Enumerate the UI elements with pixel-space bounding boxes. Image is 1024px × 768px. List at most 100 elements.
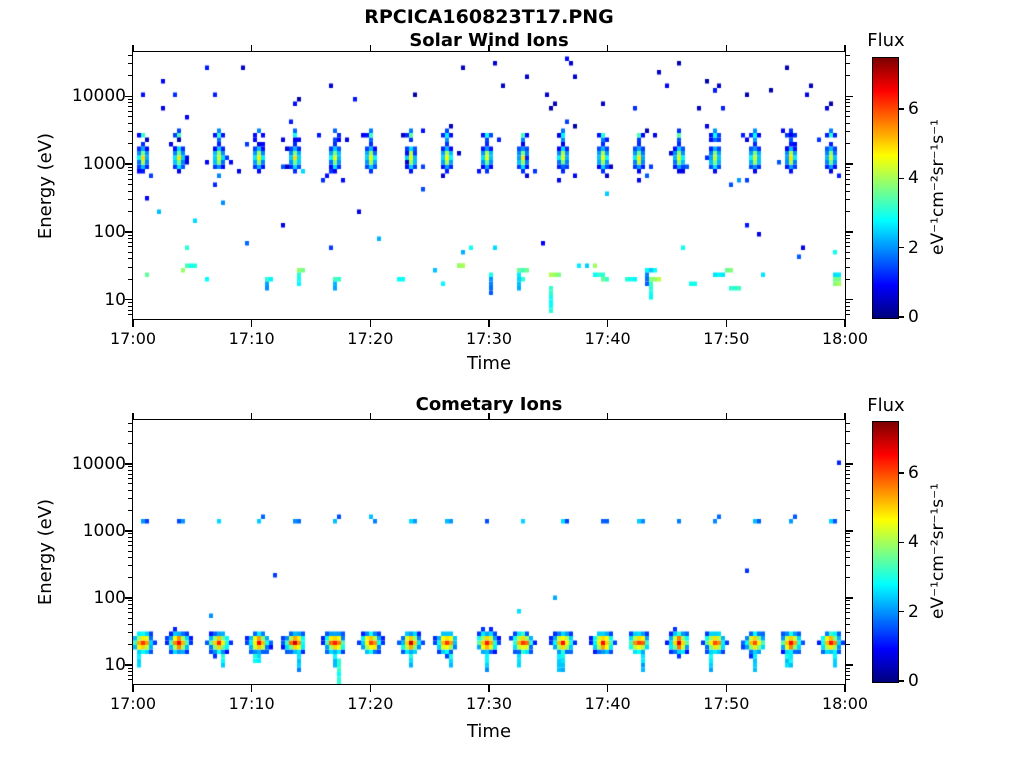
y-minor-tick xyxy=(128,478,132,480)
y-minor-tick-right xyxy=(846,469,850,471)
y-minor-tick xyxy=(128,302,132,304)
x-tick xyxy=(844,320,846,327)
y-axis-label: Energy (eV) xyxy=(35,132,56,239)
y-minor-tick xyxy=(128,234,132,236)
y-minor-tick xyxy=(128,106,132,108)
y-minor-tick-right xyxy=(846,234,850,236)
y-minor-tick-right xyxy=(846,199,850,201)
y-minor-tick-right xyxy=(846,166,850,168)
y-minor-tick-right xyxy=(846,536,850,538)
colorbar-tick xyxy=(899,316,904,318)
x-tick-top xyxy=(488,45,490,51)
y-minor-tick-right xyxy=(846,603,850,605)
y-minor-tick xyxy=(128,510,132,512)
y-minor-tick xyxy=(128,211,132,212)
y-minor-tick-right xyxy=(846,557,850,559)
colorbar-tick xyxy=(899,472,904,474)
y-minor-tick-right xyxy=(846,540,850,542)
y-minor-tick xyxy=(128,237,132,239)
y-minor-tick xyxy=(128,632,132,634)
colorbar-solar-wind xyxy=(872,57,899,319)
colorbar-tick-label: 4 xyxy=(908,168,919,189)
y-minor-tick xyxy=(128,266,132,268)
x-tick xyxy=(844,685,846,692)
y-minor-tick xyxy=(128,624,132,626)
y-minor-tick xyxy=(128,305,132,307)
y-minor-tick-right xyxy=(846,131,850,133)
y-minor-tick-right xyxy=(846,565,850,567)
x-tick-label: 17:20 xyxy=(347,329,394,348)
y-minor-tick xyxy=(128,178,132,180)
x-tick xyxy=(725,685,728,692)
x-axis-label: Time xyxy=(466,721,512,742)
y-minor-tick-right xyxy=(846,102,850,104)
y-minor-tick xyxy=(128,199,132,201)
y-minor-tick-right xyxy=(846,600,850,602)
y-minor-tick xyxy=(128,98,132,100)
plot-frame-cometary xyxy=(132,419,846,685)
y-minor-tick xyxy=(128,75,132,77)
y-tick xyxy=(125,664,132,666)
y-minor-tick xyxy=(128,184,132,186)
spectrogram-canvas-solar-wind xyxy=(133,52,845,319)
y-tick-label: 10000 xyxy=(71,86,126,107)
x-tick-top xyxy=(725,45,728,51)
y-minor-tick xyxy=(128,166,132,168)
y-tick-label: 100 xyxy=(93,587,126,608)
y-axis-label: Energy (eV) xyxy=(35,498,56,606)
y-minor-tick xyxy=(128,143,132,145)
x-tick xyxy=(488,320,490,327)
x-tick-label: 18:00 xyxy=(821,329,869,348)
y-tick-label: 1000 xyxy=(82,520,126,541)
y-minor-tick xyxy=(128,533,132,535)
y-minor-tick xyxy=(128,469,132,471)
y-minor-tick xyxy=(128,473,132,475)
x-tick-top xyxy=(606,413,609,419)
x-tick-label: 17:00 xyxy=(109,329,157,348)
y-minor-tick-right xyxy=(846,241,850,243)
y-minor-tick-right xyxy=(846,116,850,118)
y-minor-tick xyxy=(128,617,132,619)
y-minor-tick xyxy=(128,116,132,118)
y-minor-tick-right xyxy=(846,443,850,445)
y-minor-tick-right xyxy=(846,617,850,619)
x-tick-label: 17:10 xyxy=(228,329,275,348)
y-tick-right xyxy=(846,163,853,165)
y-minor-tick-right xyxy=(846,75,850,77)
colorbar-tick xyxy=(899,177,904,180)
y-tick xyxy=(125,163,132,165)
y-minor-tick xyxy=(128,540,132,542)
colorbar-tick-label: 6 xyxy=(908,99,919,119)
x-tick-label: 17:30 xyxy=(465,329,513,348)
y-minor-tick xyxy=(128,443,132,445)
x-tick-label: 17:50 xyxy=(703,329,750,348)
x-tick xyxy=(369,685,372,692)
y-tick-right xyxy=(846,95,853,98)
x-tick-top xyxy=(369,45,372,51)
y-minor-tick xyxy=(128,557,132,559)
y-minor-tick xyxy=(128,309,132,311)
colorbar-tick xyxy=(899,108,904,110)
y-minor-tick xyxy=(128,422,132,424)
spectrogram-canvas-cometary xyxy=(133,420,845,684)
colorbar-tick xyxy=(899,541,904,544)
panel-title-solar-wind: Solar Wind Ions xyxy=(409,30,569,51)
y-minor-tick-right xyxy=(846,237,850,239)
y-minor-tick-right xyxy=(846,466,850,468)
x-tick xyxy=(488,685,490,692)
x-tick-label: 17:30 xyxy=(465,694,513,713)
colorbar-tick xyxy=(899,680,904,682)
x-tick-label: 18:00 xyxy=(821,694,869,713)
y-minor-tick xyxy=(128,246,132,248)
y-minor-tick xyxy=(128,190,132,192)
y-minor-tick xyxy=(128,679,132,681)
y-tick-right xyxy=(846,664,853,666)
x-tick xyxy=(132,320,134,327)
y-minor-tick-right xyxy=(846,251,850,253)
y-minor-tick xyxy=(128,603,132,605)
y-tick-right xyxy=(846,231,853,233)
y-minor-tick xyxy=(128,577,132,579)
y-minor-tick xyxy=(128,498,132,500)
x-tick-top xyxy=(250,413,253,419)
